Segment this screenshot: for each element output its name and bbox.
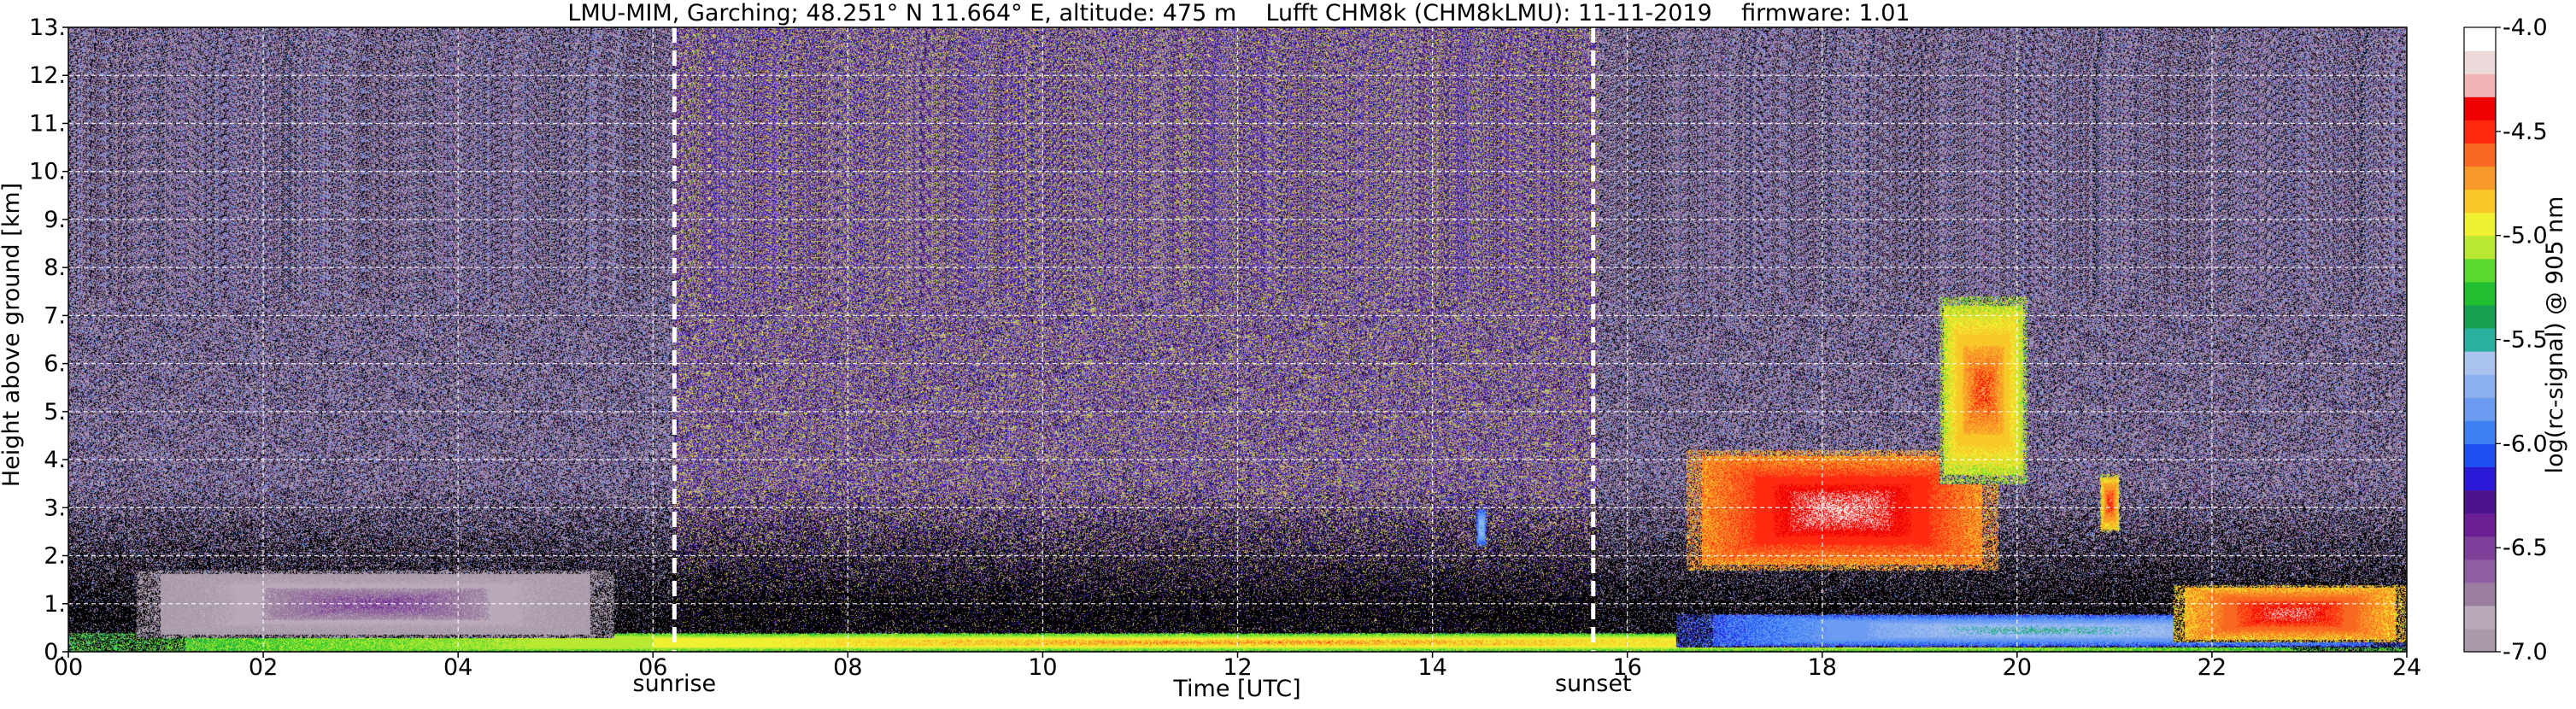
marker-label-sunset: sunset bbox=[1555, 671, 1632, 697]
y-tick-label: 2. bbox=[44, 543, 66, 570]
x-tick-label: 06 bbox=[638, 654, 667, 681]
colorbar-tick-label: -6.5 bbox=[2503, 535, 2548, 561]
colorbar-segment bbox=[2464, 27, 2496, 51]
y-tick-label: 6. bbox=[44, 351, 66, 378]
y-tick-label: 0. bbox=[44, 639, 66, 665]
colorbar-tick-label: -7.0 bbox=[2503, 639, 2548, 665]
colorbar-segment bbox=[2464, 327, 2496, 352]
colorbar-segment bbox=[2464, 559, 2496, 583]
colorbar-segment bbox=[2464, 374, 2496, 398]
colorbar-segment bbox=[2464, 212, 2496, 237]
colorbar-segment bbox=[2464, 97, 2496, 120]
colorbar-segment bbox=[2464, 73, 2496, 97]
colorbar-segment bbox=[2464, 536, 2496, 560]
colorbar-segment bbox=[2464, 235, 2496, 260]
x-tick-label: 02 bbox=[249, 654, 278, 681]
y-tick-label: 12. bbox=[29, 62, 66, 89]
y-tick-label: 7. bbox=[44, 302, 66, 329]
x-tick-label: 20 bbox=[2003, 654, 2032, 681]
x-tick-label: 08 bbox=[833, 654, 862, 681]
colorbar-segment bbox=[2464, 143, 2496, 167]
colorbar-tick-label: -6.0 bbox=[2503, 431, 2548, 457]
colorbar-segment bbox=[2464, 420, 2496, 444]
colorbar-tick-label: -5.0 bbox=[2503, 223, 2548, 249]
colorbar-segment bbox=[2464, 258, 2496, 283]
colorbar-tick-label: -4.0 bbox=[2503, 15, 2548, 41]
colorbar-tick-label: -4.5 bbox=[2503, 119, 2548, 145]
y-tick-label: 10. bbox=[29, 159, 66, 185]
colorbar-segment bbox=[2464, 397, 2496, 421]
y-tick-label: 13. bbox=[29, 15, 66, 41]
colorbar-segment bbox=[2464, 443, 2496, 468]
x-tick-label: 18 bbox=[1808, 654, 1837, 681]
x-axis-label: Time [UTC] bbox=[1172, 676, 1300, 702]
y-tick-label: 9. bbox=[44, 207, 66, 233]
colorbar-segment bbox=[2464, 605, 2496, 630]
y-tick-label: 1. bbox=[44, 591, 66, 618]
colorbar-segment bbox=[2464, 582, 2496, 606]
colorbar-segment bbox=[2464, 466, 2496, 491]
colorbar-segment bbox=[2464, 166, 2496, 190]
colorbar-segment bbox=[2464, 120, 2496, 144]
y-tick-label: 8. bbox=[44, 255, 66, 281]
y-tick-label: 5. bbox=[44, 399, 66, 425]
y-axis-label: Height above ground [km] bbox=[0, 183, 25, 487]
colorbar-segment bbox=[2464, 50, 2496, 74]
x-tick-label: 12 bbox=[1223, 654, 1252, 681]
colorbar-segment bbox=[2464, 351, 2496, 375]
colorbar-segment bbox=[2464, 489, 2496, 514]
y-tick-label: 11. bbox=[29, 110, 66, 137]
colorbar-tick-label: -5.5 bbox=[2503, 327, 2548, 354]
x-tick-label: 16 bbox=[1612, 654, 1641, 681]
x-tick-label: 14 bbox=[1417, 654, 1446, 681]
chart-title: LMU-MIM, Garching; 48.251° N 11.664° E, … bbox=[567, 0, 1910, 26]
colorbar-segment bbox=[2464, 513, 2496, 537]
x-tick-label: 10 bbox=[1028, 654, 1057, 681]
x-tick-label: 24 bbox=[2392, 654, 2421, 681]
y-tick-label: 3. bbox=[44, 495, 66, 521]
x-tick-label: 22 bbox=[2198, 654, 2227, 681]
grid-lines bbox=[68, 27, 2407, 652]
colorbar-segment bbox=[2464, 281, 2496, 306]
x-tick-label: 00 bbox=[54, 654, 83, 681]
colorbar: -4.0 -4.5 -5.0 -5.5 -6.0 -6.5 -7.0 bbox=[2463, 15, 2548, 665]
marker-label-sunrise: sunrise bbox=[633, 671, 717, 697]
y-tick-label: 4. bbox=[44, 447, 66, 473]
x-tick-label: 04 bbox=[443, 654, 472, 681]
colorbar-label: log(rc-signal) @ 905 nm bbox=[2542, 196, 2568, 474]
colorbar-segment bbox=[2464, 189, 2496, 214]
colorbar-segment bbox=[2464, 304, 2496, 329]
colorbar-segment bbox=[2464, 628, 2496, 653]
